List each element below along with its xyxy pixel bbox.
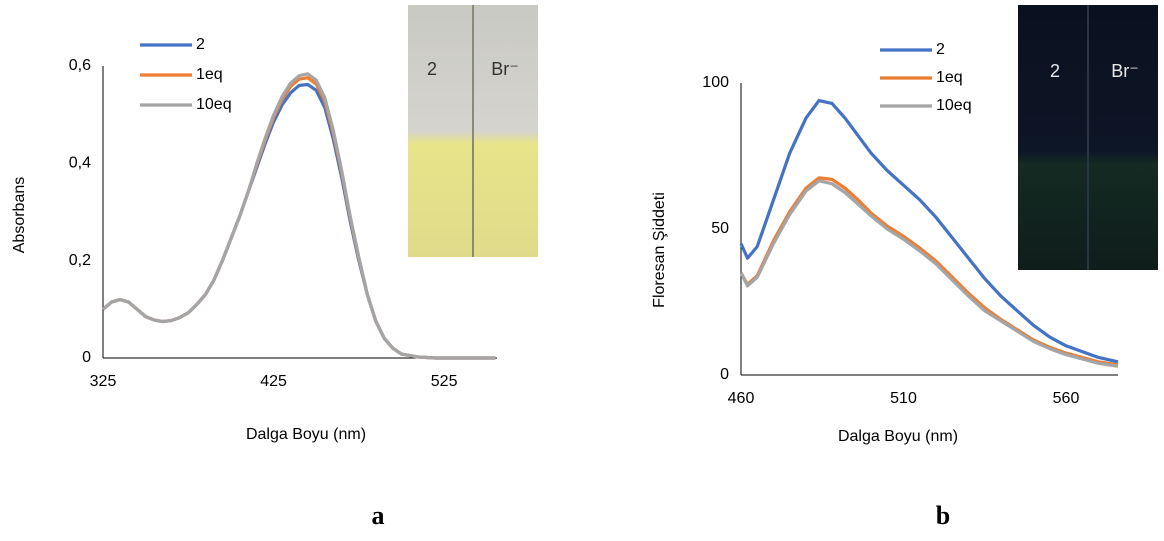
inset-label: Br⁻ — [491, 59, 519, 79]
y-tick-label: 0,6 — [69, 57, 91, 74]
y-tick-label: 0 — [82, 349, 91, 366]
inset-label: Br⁻ — [1111, 61, 1139, 81]
y-tick-label: 0 — [720, 366, 729, 383]
y-tick-label: 50 — [711, 220, 729, 237]
data-line — [739, 98, 1119, 364]
y-tick-label: 100 — [702, 74, 729, 91]
x-tick-label: 460 — [728, 390, 755, 407]
legend-label: 2 — [196, 36, 205, 53]
legend-label: 1eq — [936, 69, 963, 86]
x-tick-label: 560 — [1053, 390, 1080, 407]
y-axis-title: Floresan Şiddeti — [651, 192, 668, 308]
y-tick-label: 0,2 — [69, 252, 91, 269]
data-line — [101, 72, 496, 360]
x-tick-label: 510 — [890, 390, 917, 407]
data-line — [739, 179, 1119, 368]
legend-label: 2 — [936, 41, 945, 58]
panel-label: b — [936, 501, 950, 530]
legend-label: 1eq — [196, 66, 223, 83]
x-axis-title: Dalga Boyu (nm) — [838, 428, 958, 445]
y-axis-title: Absorbans — [11, 177, 28, 254]
inset-label: 2 — [1050, 61, 1060, 81]
legend-label: 10eq — [196, 96, 232, 113]
panel-label: a — [372, 501, 385, 530]
inset-label: 2 — [427, 59, 437, 79]
y-tick-label: 0,4 — [69, 155, 91, 172]
legend-label: 10eq — [936, 97, 972, 114]
x-tick-label: 425 — [260, 373, 287, 390]
x-axis-title: Dalga Boyu (nm) — [246, 426, 366, 443]
x-tick-label: 325 — [90, 373, 117, 390]
x-tick-label: 525 — [431, 373, 458, 390]
